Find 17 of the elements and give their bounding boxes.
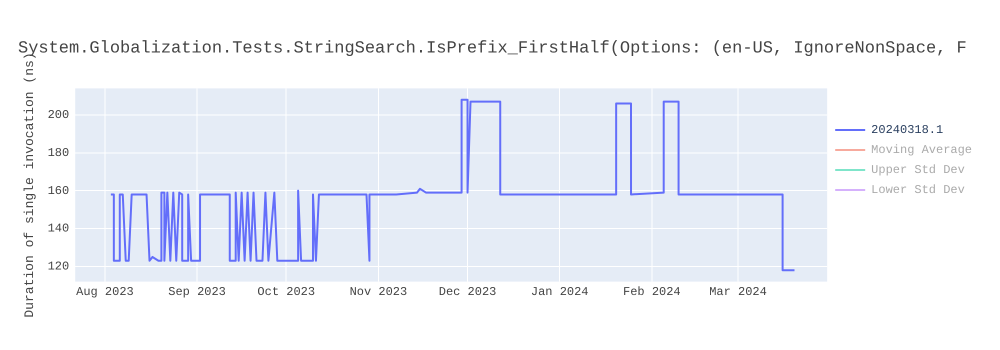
y-tick-label: 200 bbox=[48, 108, 70, 122]
x-tick-label: Jan 2024 bbox=[530, 284, 588, 299]
x-tick-label: Aug 2023 bbox=[76, 284, 134, 299]
legend-label: 20240318.1 bbox=[871, 123, 944, 138]
legend-label: Upper Std Dev bbox=[871, 163, 965, 178]
x-tick-label: Sep 2023 bbox=[168, 284, 226, 299]
x-tick-label: Dec 2023 bbox=[438, 284, 496, 299]
x-tick-label: Feb 2024 bbox=[623, 284, 681, 299]
x-tick-label: Oct 2023 bbox=[257, 284, 316, 299]
y-tick-label: 180 bbox=[48, 146, 70, 160]
x-tick-label: Nov 2023 bbox=[350, 284, 408, 299]
y-tick-label: 140 bbox=[48, 222, 70, 236]
x-tick-label: Mar 2024 bbox=[709, 284, 767, 299]
legend-label: Lower Std Dev bbox=[871, 183, 965, 198]
y-tick-label: 160 bbox=[48, 184, 70, 198]
y-tick-label: 120 bbox=[48, 260, 70, 274]
legend-label: Moving Average bbox=[871, 143, 972, 158]
